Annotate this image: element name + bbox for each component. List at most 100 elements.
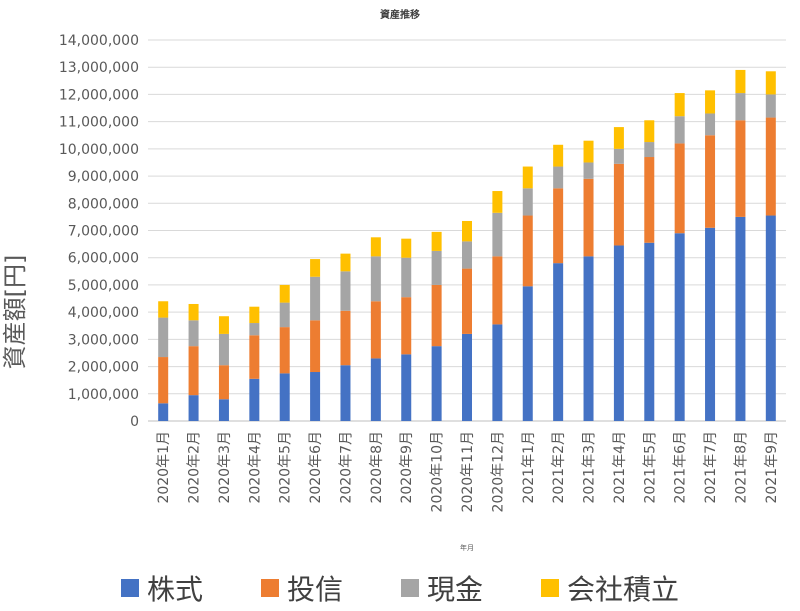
bar-segment-1 [735,120,746,217]
y-axis-label: 資産額[円] [1,254,29,370]
bar-segment-3 [279,284,290,303]
x-tick-label: 2020年8月 [369,431,385,504]
bar-segment-0 [705,227,716,421]
x-tick-label: 2021年4月 [612,431,628,504]
bar-segment-3 [158,301,169,318]
x-tick-label: 2020年4月 [247,431,263,504]
y-tick-label: 8,000,000 [68,196,139,212]
bar-segment-0 [431,346,442,421]
bar-segment-3 [705,90,716,114]
bar-segment-0 [492,324,503,421]
bar-segment-2 [310,276,321,321]
x-tick-label: 2020年5月 [278,431,294,504]
bar-segment-1 [218,365,229,400]
bar-segment-3 [188,303,199,321]
bar-segment-3 [431,231,442,251]
bar-segment-1 [613,163,624,246]
bar-segment-2 [279,302,290,328]
bar-segment-0 [188,395,199,421]
bar-segment-3 [553,144,564,167]
bar-segment-2 [340,271,351,311]
x-tick-label: 2021年3月 [582,431,598,504]
x-tick-label: 2020年1月 [156,431,172,504]
bar-segment-0 [310,372,321,421]
bar-segment-1 [583,178,594,257]
bar-segment-2 [462,241,472,269]
bar-segment-1 [522,215,533,287]
bar-segment-1 [553,188,564,264]
bar-segment-2 [158,317,169,358]
bar-segment-2 [249,323,260,336]
bar-segment-2 [218,333,229,366]
y-tick-label: 13,000,000 [59,60,139,76]
legend-label-stocks: 株式 [146,573,203,606]
x-tick-label: 2020年7月 [338,431,354,504]
legend-label-funds: 投信 [286,573,343,606]
x-tick-label: 2020年2月 [187,431,203,504]
bar-segment-0 [644,242,655,421]
bar-segment-3 [401,238,412,258]
legend-label-cash: 現金 [427,573,484,606]
bar-segment-1 [158,357,169,404]
bar-segment-1 [188,346,199,396]
bar-segment-2 [492,212,503,257]
y-tick-label: 3,000,000 [68,332,139,348]
bar-segment-1 [249,335,260,379]
bar-segment-3 [765,71,776,95]
bar-segment-3 [218,316,229,334]
y-tick-label: 0 [130,414,139,430]
bar-segment-3 [249,306,260,324]
x-tick-label: 2021年5月 [642,431,658,504]
bar-segment-2 [583,162,594,179]
bar-segment-0 [370,358,381,421]
y-tick-label: 12,000,000 [59,87,139,103]
bar-segment-2 [522,188,533,216]
bar-segment-3 [644,120,655,143]
bar-segment-3 [340,253,351,272]
bar-segment-0 [765,215,776,421]
x-tick-label: 2020年10月 [430,431,446,512]
bar-segment-3 [310,259,321,277]
bar-segment-0 [158,403,169,421]
bar-segment-1 [492,256,503,325]
y-tick-label: 14,000,000 [59,33,139,49]
y-tick-label: 10,000,000 [59,142,139,158]
x-tick-label: 2021年6月 [673,431,689,504]
legend: 株式 投信 現金 会社積立 [0,568,800,608]
bar-segment-0 [674,233,685,421]
legend-item-company-savings: 会社積立 [541,568,679,608]
bar-segment-0 [462,333,472,421]
bar-segment-2 [188,320,199,347]
bar-segment-2 [644,142,655,158]
bar-segment-3 [735,69,746,94]
bar-segment-2 [735,93,746,121]
bar-segment-0 [279,373,290,421]
chart-title: 資産推移 [380,10,420,21]
x-tick-label: 2020年3月 [217,431,233,504]
bar-segment-3 [522,166,533,189]
bar-segment-1 [279,327,290,374]
y-tick-label: 11,000,000 [59,115,139,131]
legend-item-cash: 現金 [401,568,483,608]
bar-segment-0 [522,286,533,421]
y-tick-label: 6,000,000 [68,251,139,267]
bar-segment-3 [613,127,624,149]
bar-segment-1 [644,157,655,243]
bar-segment-3 [370,237,381,257]
x-tick-label: 2020年9月 [399,431,415,504]
bar-segment-2 [674,116,685,144]
bar-segment-2 [431,250,442,285]
x-tick-label: 2021年8月 [733,431,749,504]
y-tick-label: 5,000,000 [68,278,139,294]
legend-swatch-stocks [120,579,139,597]
bar-segment-0 [613,245,624,421]
y-tick-label: 2,000,000 [68,360,139,376]
bar-segment-0 [340,365,351,421]
x-tick-label: 2021年9月 [764,431,780,504]
x-tick-note: 年月 [460,543,474,552]
y-tick-label: 9,000,000 [68,169,139,185]
bar-segment-0 [583,256,594,421]
bar-segment-1 [370,301,381,359]
legend-swatch-cash [401,579,419,597]
